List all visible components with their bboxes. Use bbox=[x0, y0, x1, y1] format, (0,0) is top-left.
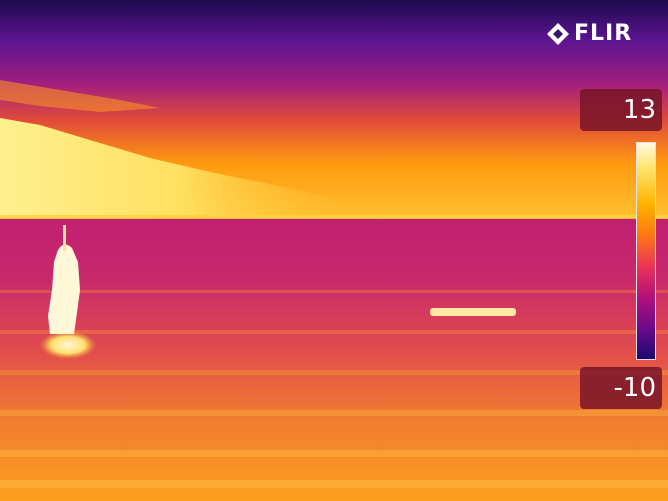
water-ripples bbox=[0, 290, 668, 488]
target-reflection bbox=[40, 331, 96, 359]
logo-text: FLIR bbox=[574, 21, 633, 46]
target-pole bbox=[63, 225, 66, 251]
upper-cloud-streak bbox=[0, 80, 160, 112]
water bbox=[0, 219, 668, 501]
flir-diamond-icon bbox=[547, 23, 569, 45]
temperature-color-scale bbox=[636, 142, 656, 360]
hot-target-figure bbox=[48, 244, 80, 334]
flir-logo: FLIR bbox=[546, 20, 632, 48]
warm-cloud-band bbox=[0, 118, 360, 218]
temperature-min-label: -10 bbox=[580, 367, 662, 409]
horizon-line bbox=[0, 215, 668, 219]
floating-object bbox=[430, 308, 516, 316]
temperature-max-label: 13 bbox=[580, 89, 662, 131]
